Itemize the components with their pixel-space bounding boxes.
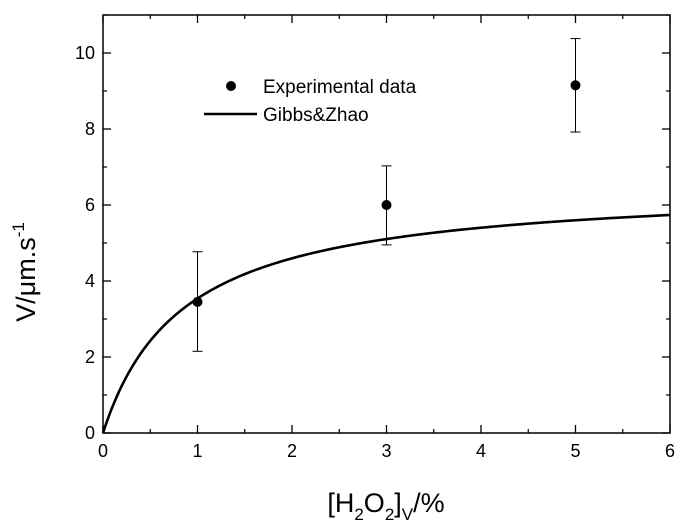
y-tick-label: 8	[85, 119, 95, 139]
y-tick-label: 2	[85, 347, 95, 367]
legend-label-gibbs-zhao: Gibbs&Zhao	[263, 105, 369, 126]
x-tick-label: 6	[665, 441, 675, 461]
legend-label-experimental: Experimental data	[263, 77, 417, 98]
x-tick-label: 0	[98, 441, 108, 461]
legend-layer: Experimental data Gibbs&Zhao	[204, 77, 417, 126]
data-point	[570, 80, 581, 91]
data-point	[381, 200, 392, 210]
data-point	[192, 296, 203, 307]
y-axis-title: V/μm.s-1	[9, 222, 41, 322]
x-tick-label: 2	[287, 441, 297, 461]
axes-layer: 0 1 2 3 4 5 6 0 2 4 6 8 10	[75, 14, 675, 461]
x-tick-label: 4	[476, 441, 486, 461]
legend-marker-experimental	[226, 81, 236, 91]
y-tick-label: 0	[85, 423, 95, 443]
y-tick-label: 4	[85, 271, 95, 291]
x-tick-label: 1	[192, 441, 202, 461]
y-tick-label: 10	[75, 43, 95, 63]
x-axis-title: [H2O2]V/%	[327, 488, 444, 524]
model-curve-gibbs-zhao	[101, 213, 671, 434]
x-tick-label: 5	[570, 441, 580, 461]
y-tick-label: 6	[85, 195, 95, 215]
plot-layer	[101, 38, 671, 434]
x-tick-label: 3	[381, 441, 391, 461]
